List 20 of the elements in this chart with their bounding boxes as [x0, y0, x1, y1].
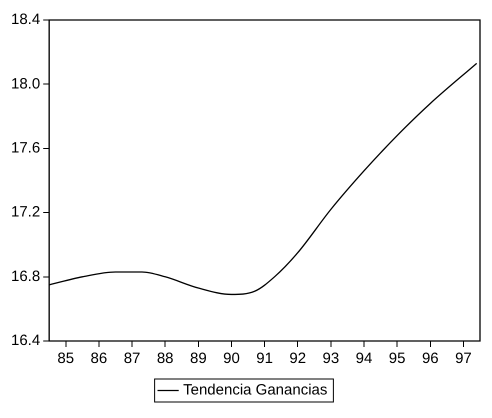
x-tick-label: 86 — [90, 350, 108, 368]
x-tick-label: 94 — [356, 350, 372, 368]
x-tick-label: 88 — [156, 350, 174, 368]
x-tick-label: 90 — [223, 350, 240, 368]
y-tick-label: 17.2 — [10, 204, 40, 221]
x-tick-label: 92 — [289, 350, 306, 368]
x-tick-label: 91 — [256, 350, 273, 368]
x-tick-label: 95 — [388, 350, 406, 368]
y-tick-label: 17.6 — [10, 140, 40, 157]
x-tick-label: 97 — [455, 350, 472, 368]
y-tick-label: 18.0 — [10, 75, 40, 92]
y-tick-label: 18.4 — [10, 11, 40, 28]
y-tick-label: 16.8 — [10, 268, 40, 285]
y-tick-label: 16.4 — [10, 332, 40, 350]
x-tick-label: 89 — [190, 350, 207, 368]
x-tick-label: 93 — [322, 350, 340, 368]
x-tick-label: 87 — [124, 350, 140, 368]
x-tick-label: 96 — [422, 350, 439, 368]
x-tick-label: 85 — [57, 350, 74, 368]
legend-label: Tendencia Ganancias — [183, 382, 328, 399]
